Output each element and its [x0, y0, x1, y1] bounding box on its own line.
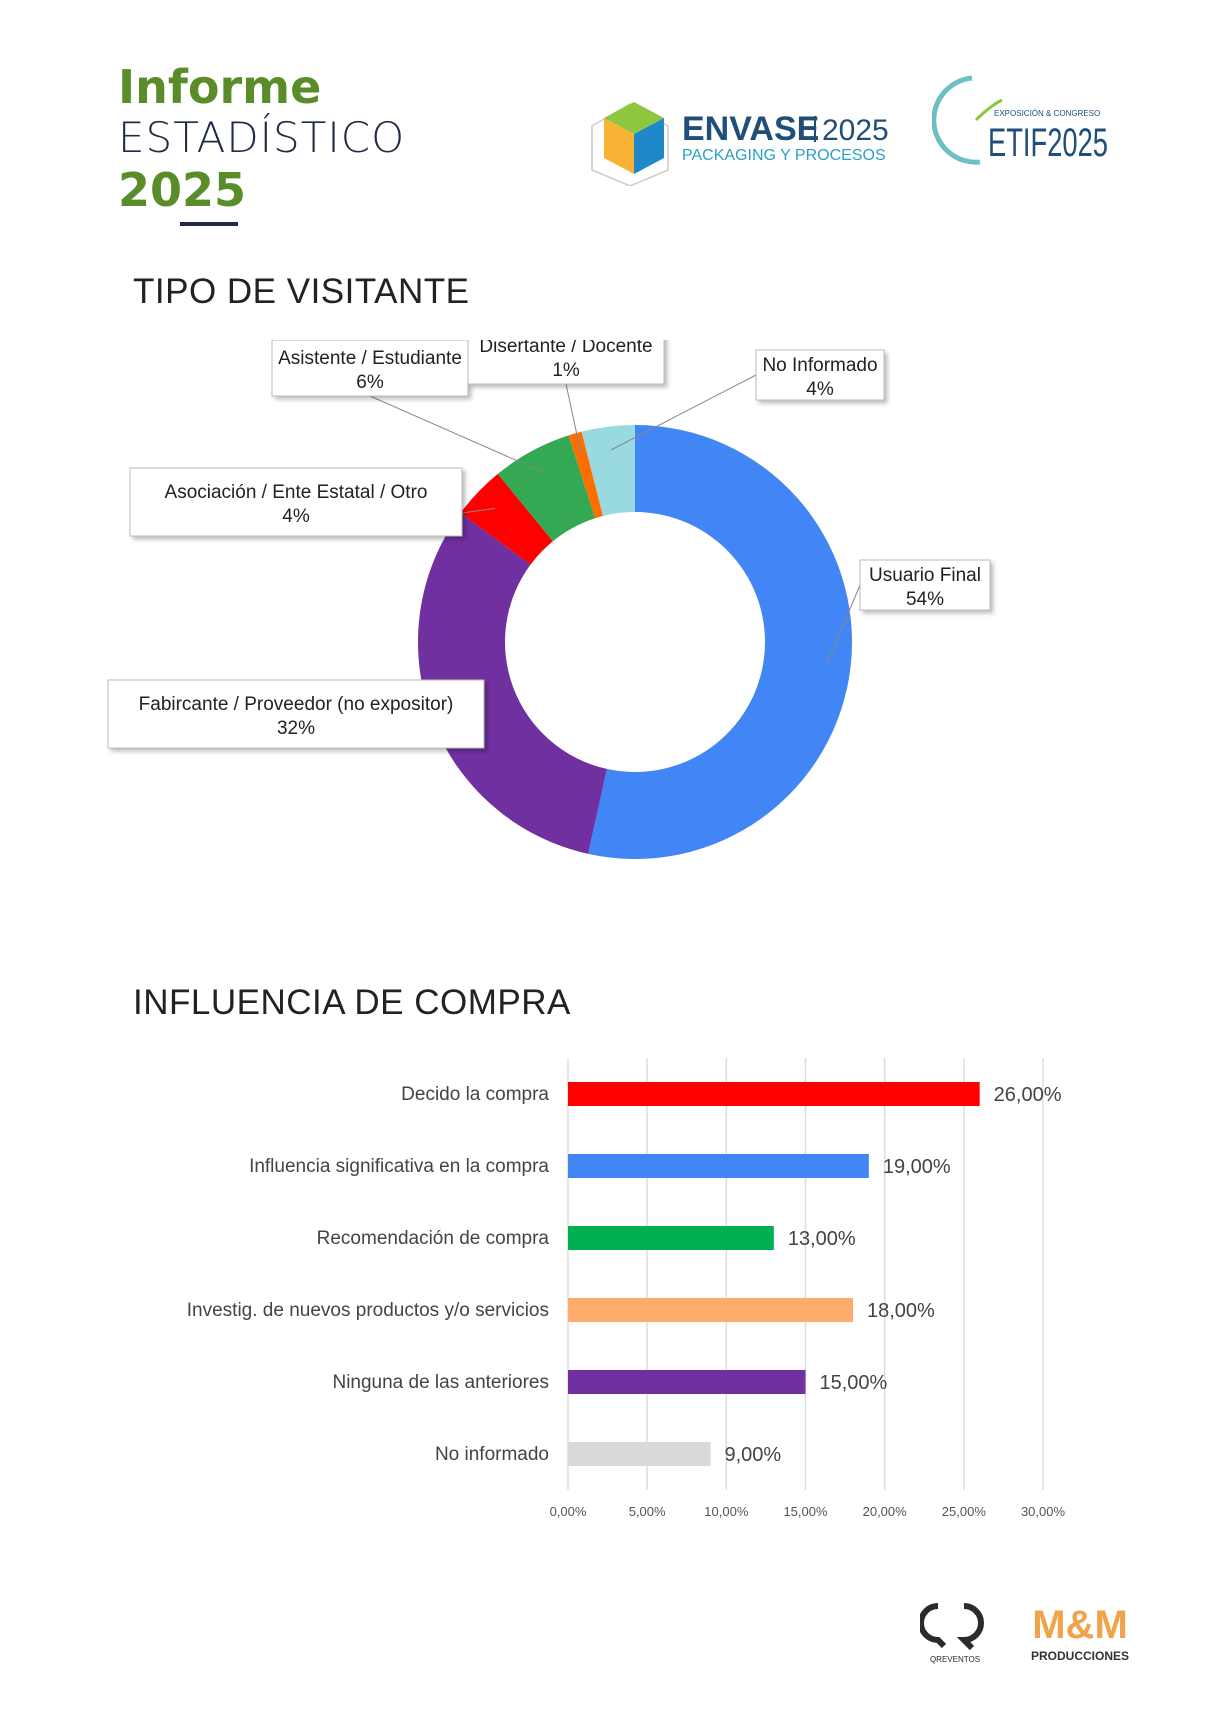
bar: [568, 1442, 711, 1466]
bar-axis-tick: 0,00%: [550, 1504, 587, 1519]
donut-label-box: [271, 340, 469, 397]
bar: [568, 1226, 774, 1250]
donut-label-box: [467, 340, 665, 385]
bar: [568, 1298, 853, 1322]
donut-label-value: 1%: [552, 360, 580, 381]
donut-label-value: 4%: [806, 379, 834, 400]
envase-logo: ENVASE 2025 PACKAGING Y PROCESOS: [591, 102, 889, 186]
donut-label-box: [129, 467, 463, 537]
donut-label-name: Fabircante / Proveedor (no expositor): [139, 694, 454, 715]
donut-label-name: Usuario Final: [869, 565, 981, 586]
donut-label-box: [859, 559, 991, 611]
bar-axis-tick: 10,00%: [704, 1504, 749, 1519]
envase-name: ENVASE: [682, 110, 819, 148]
donut-slice: [568, 431, 603, 519]
donut-label-box: [755, 349, 885, 401]
bar-value-label: 15,00%: [820, 1372, 888, 1394]
bar-axis-tick: 30,00%: [1021, 1504, 1066, 1519]
bar-value-label: 13,00%: [788, 1228, 856, 1250]
donut-label-name: Asistente / Estudiante: [278, 348, 462, 369]
bar-value-label: 19,00%: [883, 1156, 951, 1178]
mm-sub-text: PRODUCCIONES: [1031, 1649, 1129, 1663]
donut-leader-line: [610, 374, 757, 451]
donut-leader-line: [565, 383, 583, 457]
bar-category-label: Recomendación de compra: [317, 1228, 550, 1249]
report-title: Informe ESTADÍSTICO 2025: [118, 62, 405, 216]
title-informe: Informe: [118, 60, 322, 114]
donut-label-name: Disertante / Docente: [479, 340, 652, 357]
donut-slice: [588, 425, 852, 859]
visitor-donut-chart: Usuario Final 54% Fabircante / Proveedor (…: [107, 340, 991, 859]
donut-label-value: 4%: [282, 506, 310, 527]
purchase-influence-title: INFLUENCIA DE COMPRA: [133, 983, 571, 1022]
donut-slice: [581, 425, 635, 517]
envase-year: 2025: [822, 114, 889, 147]
donut-label-name: No Informado: [762, 355, 877, 376]
bar-value-label: 26,00%: [994, 1084, 1062, 1106]
bar-axis-tick: 15,00%: [783, 1504, 828, 1519]
etif-logo: EXPOSICIÓN & CONGRESO ETIF2025: [932, 75, 1108, 165]
bar-value-label: 18,00%: [867, 1300, 935, 1322]
donut-slice: [497, 435, 596, 542]
donut-label-box: [107, 679, 485, 749]
envase-sub: PACKAGING Y PROCESOS: [682, 147, 886, 164]
donut-label-value: 6%: [356, 372, 384, 393]
bar-category-label: No informado: [435, 1444, 549, 1465]
etif-name: ETIF2025: [988, 121, 1108, 165]
visitor-type-title: TIPO DE VISITANTE: [133, 272, 470, 311]
donut-label-value: 54%: [906, 589, 944, 610]
mm-producciones-logo: M&M PRODUCCIONES: [1031, 1603, 1129, 1663]
bar-category-label: Ninguna de las anteriores: [332, 1372, 549, 1393]
donut-slice: [460, 473, 553, 565]
bar: [568, 1370, 806, 1394]
bar-axis-tick: 20,00%: [863, 1504, 908, 1519]
bar-category-label: Investig. de nuevos productos y/o servic…: [187, 1300, 549, 1321]
etif-top-text: EXPOSICIÓN & CONGRESO: [994, 109, 1100, 118]
donut-label-value: 32%: [277, 718, 315, 739]
title-underline: [180, 222, 238, 226]
bar-value-label: 9,00%: [725, 1444, 782, 1466]
donut-leader-line: [826, 584, 861, 664]
bar: [568, 1154, 869, 1178]
qreventos-logo: QREVENTOS: [920, 1603, 984, 1664]
donut-label-name: Asociación / Ente Estatal / Otro: [165, 482, 428, 503]
title-estadistico: ESTADÍSTICO: [118, 113, 406, 162]
purchase-bar-chart: Decido la compra Influencia significativa…: [187, 1058, 1066, 1519]
mm-text: M&M: [1032, 1603, 1128, 1647]
bar-axis-tick: 25,00%: [942, 1504, 987, 1519]
qreventos-text: QREVENTOS: [930, 1655, 980, 1664]
donut-slice: [417, 512, 607, 854]
bar-category-label: Influencia significativa en la compra: [249, 1156, 549, 1177]
title-year: 2025: [118, 163, 247, 217]
donut-leader-line: [369, 395, 543, 473]
bar-axis-tick: 5,00%: [629, 1504, 666, 1519]
bar: [568, 1082, 980, 1106]
bar-category-label: Decido la compra: [401, 1084, 549, 1105]
